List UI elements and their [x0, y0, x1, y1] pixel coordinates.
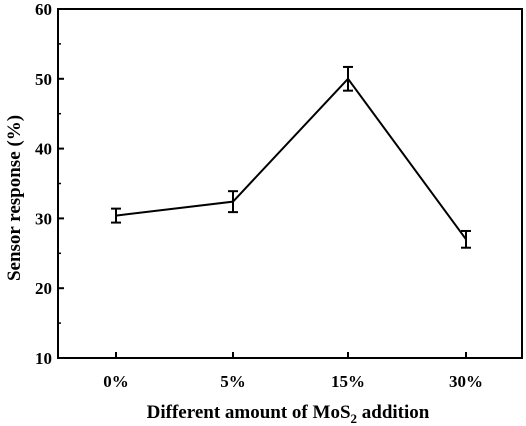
x-tick-label: 15%: [331, 372, 365, 391]
y-axis-title: Sensor response (%): [4, 115, 25, 281]
series-layer: [111, 65, 471, 249]
x-tick-label: 30%: [449, 372, 483, 391]
x-axis-title: Different amount of MoS2 addition: [147, 402, 430, 426]
plot-border: [57, 8, 523, 359]
y-tick-label: 10: [35, 349, 52, 368]
y-tick-label: 20: [35, 279, 52, 298]
y-tick-label: 40: [35, 140, 52, 159]
x-axis-title-tail: addition: [357, 402, 430, 423]
y-tick-label: 50: [35, 70, 52, 89]
plot-frame: [57, 8, 523, 359]
x-axis-title-subscript: 2: [351, 411, 358, 426]
x-tick-label: 0%: [103, 372, 129, 391]
series-line: [115, 77, 467, 240]
x-axis-ticks: 0% 5% 15% 30%: [103, 352, 483, 391]
x-axis-title-main: Different amount of MoS: [147, 402, 351, 423]
y-tick-label: 30: [35, 209, 52, 228]
y-tick-label: 60: [35, 0, 52, 19]
y-axis-ticks: 10 20 30 40 50 60: [35, 0, 64, 368]
x-tick-label: 5%: [220, 372, 246, 391]
